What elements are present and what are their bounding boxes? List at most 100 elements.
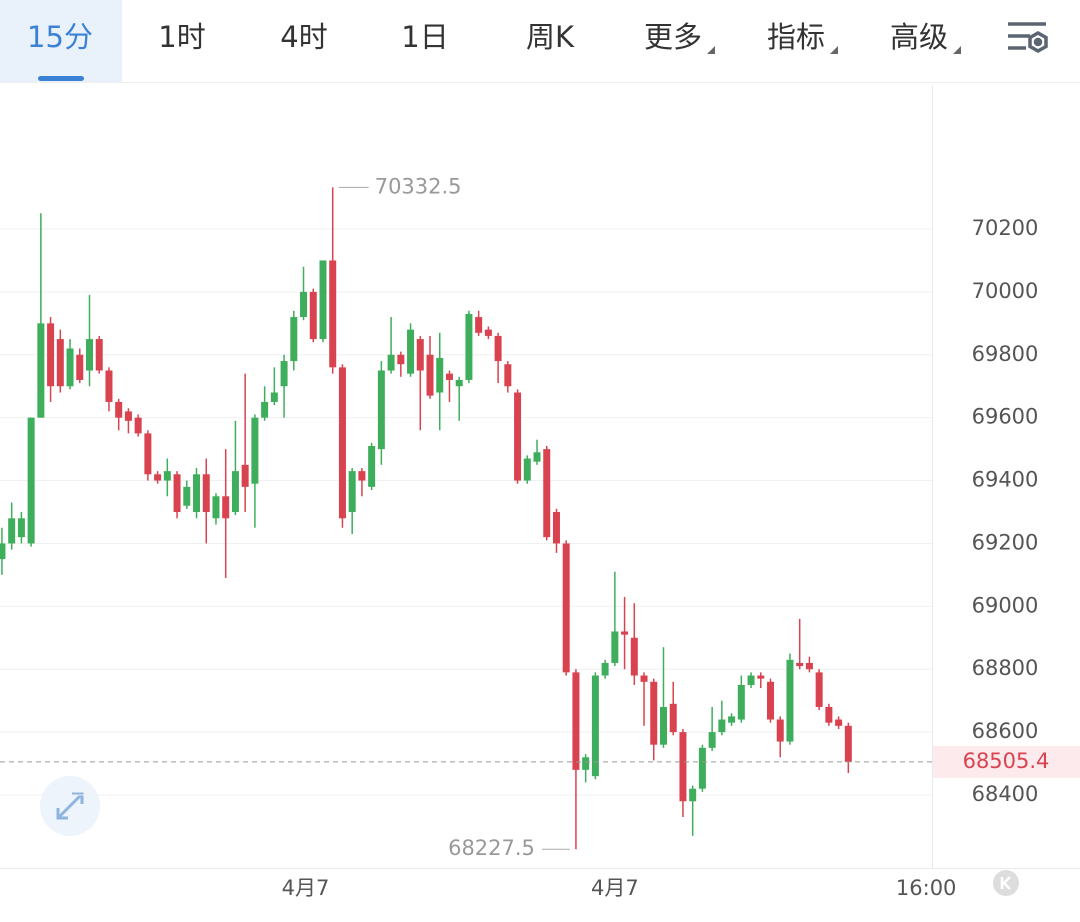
candle-body — [329, 260, 337, 368]
candle-body — [679, 732, 687, 802]
candle-body — [659, 706, 667, 745]
candle-body — [786, 659, 794, 742]
settings-icon[interactable] — [1008, 22, 1048, 54]
candle-body — [144, 433, 152, 475]
tab[interactable]: 更多 — [644, 20, 702, 54]
candle-body — [805, 662, 813, 670]
candle-body — [835, 719, 843, 726]
candle-body — [757, 675, 765, 679]
candle-body — [319, 260, 327, 340]
y-tick-label: 68600 — [972, 719, 1039, 743]
candle-body — [572, 672, 580, 770]
candle-body — [689, 788, 697, 802]
tab[interactable]: 15分 — [27, 20, 93, 54]
candle-body — [8, 518, 16, 544]
candle-body — [397, 354, 405, 365]
candle-body — [436, 357, 444, 393]
candle-body — [650, 681, 658, 745]
candle-body — [27, 417, 35, 544]
candle-body — [173, 474, 181, 513]
candle-body — [134, 417, 142, 434]
candle-body — [543, 449, 551, 538]
candle-body — [514, 392, 522, 481]
y-tick-label: 68400 — [972, 782, 1039, 806]
candle-body — [630, 637, 638, 676]
candle-body — [124, 411, 132, 421]
candle-body — [387, 354, 395, 371]
candle-body — [737, 684, 745, 720]
dropdown-marker — [953, 46, 961, 54]
candle-body — [455, 379, 463, 387]
y-tick-label: 69800 — [972, 342, 1039, 366]
candle-body — [796, 662, 804, 667]
candle-body — [0, 543, 6, 560]
candle-body — [426, 354, 434, 396]
dropdown-marker — [707, 46, 715, 54]
y-tick-label: 69000 — [972, 593, 1039, 617]
reset-button[interactable] — [993, 870, 1019, 896]
candle-body — [105, 370, 113, 402]
y-tick-label: 70000 — [972, 279, 1039, 303]
candle-body — [377, 370, 385, 450]
candle-body — [47, 323, 55, 387]
candle-body — [552, 512, 560, 544]
candle-body — [815, 672, 823, 707]
candle-body — [669, 703, 677, 733]
candle-body — [348, 471, 356, 513]
candle-body — [280, 361, 288, 387]
candle-body — [728, 716, 736, 723]
tab[interactable]: 1日 — [401, 20, 448, 54]
candle-body — [591, 675, 599, 777]
candle-body — [504, 364, 512, 387]
last-price-label: 68505.4 — [963, 749, 1050, 773]
candle-body — [231, 471, 239, 513]
candle-body — [475, 317, 483, 333]
candle-body — [582, 757, 590, 770]
tab-bar — [0, 0, 1080, 82]
y-tick-label: 69200 — [972, 530, 1039, 554]
candle-body — [154, 474, 162, 481]
candle-body — [523, 458, 531, 481]
tab[interactable]: 指标 — [767, 20, 825, 54]
candle-body — [718, 719, 726, 733]
candle-body — [270, 392, 278, 402]
candle-body — [115, 401, 123, 418]
candle-body — [533, 452, 541, 462]
expand-button[interactable] — [40, 776, 100, 836]
candle-body — [76, 354, 84, 380]
y-tick-label: 69600 — [972, 405, 1039, 429]
x-tick-label: 16:00 — [896, 876, 957, 900]
candle-body — [290, 317, 298, 362]
tab[interactable]: 周K — [526, 20, 575, 54]
candle-body — [611, 631, 619, 663]
candle-body — [17, 518, 25, 538]
last-price-bg — [933, 745, 1080, 778]
candle-body — [494, 335, 502, 362]
candle-body — [338, 367, 346, 519]
tab[interactable]: 1时 — [158, 20, 205, 54]
candle-body — [193, 474, 201, 513]
y-tick-label: 68800 — [972, 656, 1039, 680]
x-tick-label: 4月7 — [591, 876, 639, 900]
candle-body — [407, 329, 415, 374]
candle-body — [708, 732, 716, 748]
candle-body — [309, 291, 317, 340]
candle-body — [747, 675, 755, 685]
candle-body — [261, 401, 269, 418]
candle-body — [368, 445, 376, 487]
candle-body — [562, 543, 570, 673]
y-tick-label: 69400 — [972, 468, 1039, 492]
active-tab-indicator — [38, 76, 84, 81]
candle-body — [212, 496, 220, 519]
x-tick-label: 4月7 — [282, 876, 330, 900]
candle-body — [56, 339, 64, 387]
tab[interactable]: 高级 — [890, 20, 948, 54]
candle-body — [844, 725, 852, 762]
candle-body — [465, 313, 473, 380]
active-tab-bg — [0, 0, 122, 82]
candle-body — [241, 464, 249, 487]
tab[interactable]: 4时 — [280, 20, 327, 54]
low-label: 68227.5 — [448, 836, 535, 860]
candle-body — [776, 719, 784, 742]
